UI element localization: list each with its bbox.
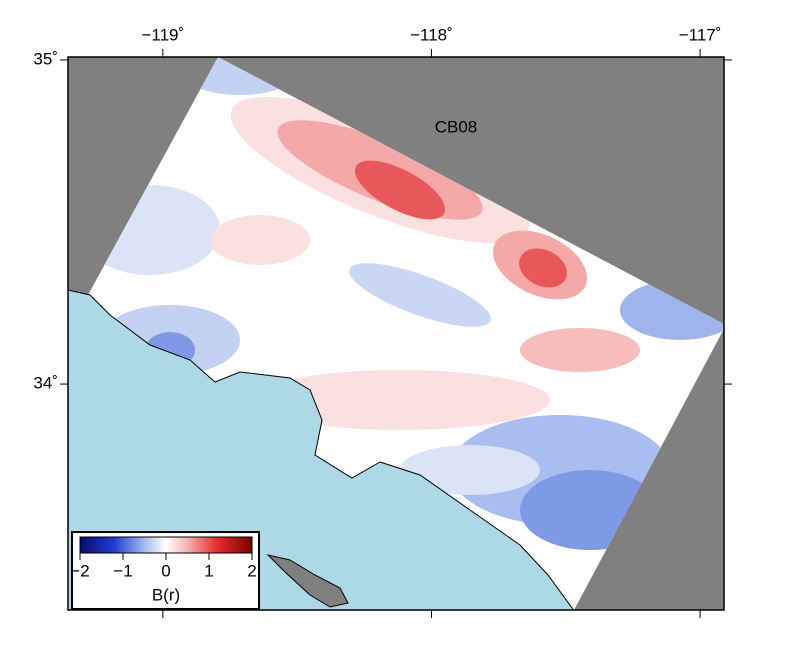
- field: [80, 57, 724, 550]
- colorbar-tick-label: 1: [204, 561, 213, 580]
- lon-tick-label: −119˚: [141, 25, 184, 44]
- frame: [67, 56, 725, 611]
- lon-tick-label: −117˚: [679, 25, 722, 44]
- lat-tick-label: 34˚: [33, 374, 58, 393]
- map-label: CB08: [435, 117, 478, 136]
- ocean: [68, 289, 575, 610]
- colorbar-tick-label: 0: [161, 561, 170, 580]
- colorbar-tick-label: −1: [113, 561, 132, 580]
- island: [266, 554, 349, 608]
- colorbar-scale: [79, 536, 253, 554]
- colorbar-tick-label: 2: [247, 561, 256, 580]
- colorbar-tick-label: −2: [70, 561, 89, 580]
- lon-tick-label: −118˚: [410, 25, 453, 44]
- colorbar-label: B(r): [152, 585, 180, 604]
- map-area: [68, 57, 724, 610]
- colorbar: B(r): [71, 531, 260, 610]
- lat-tick-label: 35˚: [33, 49, 58, 68]
